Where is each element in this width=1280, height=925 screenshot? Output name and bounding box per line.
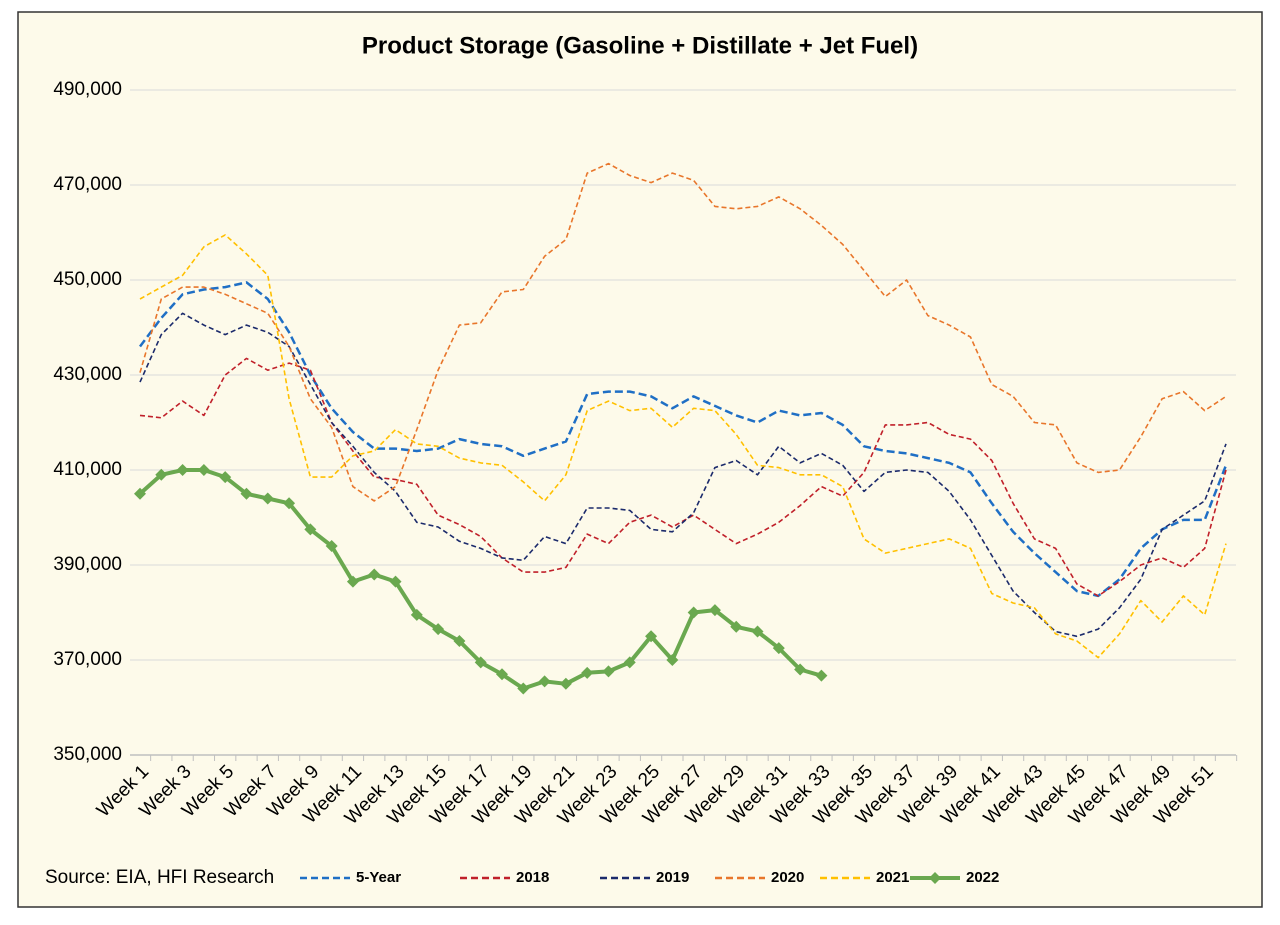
point-marker [751,625,764,638]
point-marker [176,464,189,476]
source-note: Source: EIA, HFI Research [45,867,274,888]
point-marker [155,468,168,481]
legend-label: 2021 [876,869,909,886]
point-marker [219,471,232,484]
point-marker [708,604,721,617]
point-marker [389,575,402,588]
point-marker [815,669,828,682]
legend-label: 2018 [516,869,549,886]
point-marker [474,656,487,669]
point-marker [687,606,700,619]
point-marker [581,666,594,679]
y-tick-label: 450,000 [53,269,122,290]
series-line [139,357,1227,597]
legend-label: 2022 [966,869,999,886]
point-marker [368,568,381,581]
point-marker [261,492,274,505]
point-marker [772,642,785,655]
y-tick-label: 350,000 [53,744,122,765]
y-tick-label: 470,000 [53,174,122,195]
point-marker [304,523,317,536]
y-tick-label: 490,000 [53,79,122,100]
point-marker [666,654,679,666]
point-marker [730,620,743,633]
point-marker [453,635,466,647]
y-tick-label: 410,000 [53,459,122,480]
point-marker [197,464,210,476]
point-marker [496,668,508,681]
point-marker [346,575,359,588]
legend-label: 2020 [771,869,804,886]
y-tick-label: 390,000 [53,554,122,575]
point-marker [240,487,253,500]
point-marker [283,497,296,510]
y-tick-label: 430,000 [53,364,122,385]
point-marker [134,487,146,500]
point-marker [559,677,572,690]
series-line [138,281,1228,598]
point-marker [432,623,445,636]
point-marker [325,540,338,552]
point-marker [623,656,636,669]
legend-marker [929,872,941,884]
y-tick-label: 370,000 [53,649,122,670]
legend-label: 5-Year [356,869,401,886]
point-marker [410,608,423,621]
series-line [139,234,1227,659]
point-marker [602,665,615,678]
series-line [139,162,1227,502]
point-marker [538,675,551,688]
chart-title: Product Storage (Gasoline + Distillate +… [362,32,918,59]
point-marker [645,630,658,643]
point-marker [517,682,530,695]
legend-label: 2019 [656,869,689,886]
point-marker [794,663,807,676]
